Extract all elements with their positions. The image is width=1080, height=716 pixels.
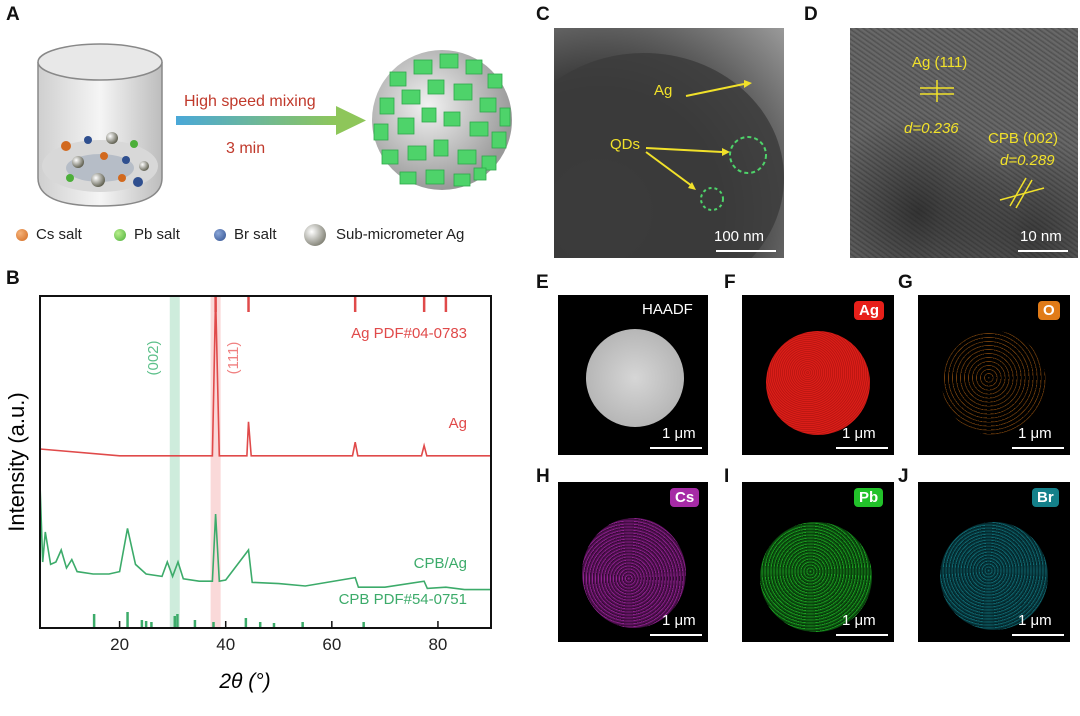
- synthesis-schematic: High speed mixing 3 min: [37, 43, 512, 207]
- eds-map-o: O 1 μm: [918, 295, 1070, 455]
- scale-bar-e: [650, 447, 702, 449]
- eds-map-pb: Pb 1 μm: [742, 482, 894, 642]
- beaker-icon: [37, 43, 163, 207]
- highlight-band: [210, 296, 221, 628]
- br-salt-dot-icon: [214, 229, 226, 241]
- element-badge-br: Br: [1032, 488, 1059, 507]
- cs-salt-dot-icon: [16, 229, 28, 241]
- pb-salt-dot-icon: [114, 229, 126, 241]
- xrd-chart: 20 40 60 80 (002) (111) Ag PDF#04-0783 Ag C…: [4, 295, 492, 693]
- panel-label-i: I: [724, 466, 730, 487]
- element-badge-o: O: [1038, 301, 1060, 320]
- scale-label-c: 100 nm: [714, 228, 765, 245]
- panel-label-f: F: [724, 272, 736, 293]
- ref-label-ag: Ag PDF#04-0783: [351, 325, 467, 342]
- x-tick-label: 80: [428, 635, 447, 654]
- eds-map-ag: Ag 1 μm: [742, 295, 894, 455]
- scale-bar-j: [1012, 634, 1064, 636]
- ref-label-cpb: CPB PDF#54-0751: [339, 591, 467, 608]
- qd-circle-small: [700, 187, 724, 211]
- series-label-cpb-ag: CPB/Ag: [414, 555, 467, 572]
- process-arrow: [176, 106, 366, 135]
- panel-label-a: A: [6, 4, 20, 25]
- qd-circle-large: [729, 136, 767, 174]
- scale-label-f: 1 μm: [842, 425, 876, 442]
- panel-label-j: J: [898, 466, 909, 487]
- x-tick-label: 60: [322, 635, 341, 654]
- hrtem-ag-d: d=0.236: [904, 120, 959, 137]
- legend-pb-salt: Pb salt: [134, 226, 180, 243]
- series-line-cpb-ag: [39, 483, 491, 591]
- scale-label-i: 1 μm: [842, 612, 876, 629]
- panel-label-c: C: [536, 4, 550, 25]
- tem-ag-label: Ag: [654, 82, 673, 99]
- plot-frame: [39, 295, 492, 629]
- schematic-legend: Cs salt Pb salt Br salt Sub-micrometer A…: [14, 224, 534, 246]
- panel-label-b: B: [6, 268, 20, 289]
- tem-qds-label: QDs: [610, 136, 640, 153]
- series-label-ag: Ag: [449, 415, 467, 432]
- haadf-image-e: HAADF 1 μm: [558, 295, 708, 455]
- tem-image-c: Ag QDs 100 nm: [554, 28, 784, 258]
- legend-br-salt: Br salt: [234, 226, 277, 243]
- scale-bar-g: [1012, 447, 1064, 449]
- scale-label-e: 1 μm: [662, 425, 696, 442]
- x-axis-label: 2θ (°): [218, 670, 270, 693]
- hrtem-cpb-plane: CPB (002): [988, 130, 1059, 147]
- series-line-ag: [39, 295, 491, 457]
- scale-label-d: 10 nm: [1020, 228, 1062, 245]
- scale-label-j: 1 μm: [1018, 612, 1052, 629]
- scale-bar-d: [1018, 250, 1068, 252]
- eds-map-br: Br 1 μm: [918, 482, 1070, 642]
- panel-label-d: D: [804, 4, 818, 25]
- scale-bar-f: [836, 447, 888, 449]
- element-badge-ag: Ag: [854, 301, 884, 320]
- scale-label-g: 1 μm: [1018, 425, 1052, 442]
- band-label-002: (002): [145, 340, 162, 375]
- legend-cs-salt: Cs salt: [36, 226, 82, 243]
- x-tick-label: 40: [216, 635, 235, 654]
- highlight-band: [169, 296, 180, 628]
- panel-label-e: E: [536, 272, 549, 293]
- element-badge-pb: Pb: [854, 488, 884, 507]
- band-label-111: (111): [225, 342, 242, 375]
- scale-bar-i: [836, 634, 888, 636]
- coated-sphere-icon: [372, 50, 512, 190]
- panel-label-h: H: [536, 466, 550, 487]
- haadf-label: HAADF: [642, 301, 693, 318]
- ag-sphere-icon: [304, 224, 326, 246]
- hrtem-cpb-d: d=0.289: [1000, 152, 1055, 169]
- hrtem-image-d: Ag (111) d=0.236 CPB (002) d=0.289 10 nm: [850, 28, 1078, 258]
- hrtem-ag-plane: Ag (111): [912, 54, 968, 71]
- scale-bar-c: [716, 250, 776, 252]
- panel-label-g: G: [898, 272, 913, 293]
- scale-bar-h: [650, 634, 702, 636]
- process-label-2: 3 min: [226, 140, 265, 157]
- y-axis-label: Intensity (a.u.): [4, 392, 29, 531]
- element-badge-cs: Cs: [670, 488, 700, 507]
- process-label-1: High speed mixing: [184, 93, 316, 110]
- scale-label-h: 1 μm: [662, 612, 696, 629]
- eds-map-cs: Cs 1 μm: [558, 482, 708, 642]
- x-tick-label: 20: [110, 635, 129, 654]
- legend-ag: Sub-micrometer Ag: [336, 226, 465, 243]
